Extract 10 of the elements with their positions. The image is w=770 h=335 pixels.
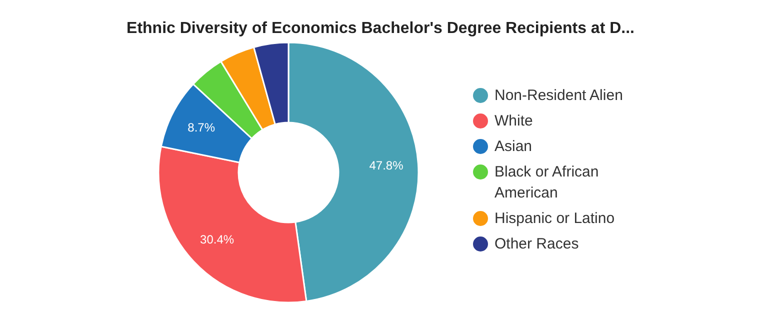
chart-title: Ethnic Diversity of Economics Bachelor's Degree Recipients at D...	[126, 20, 634, 37]
legend-label: Black or African American	[494, 164, 599, 202]
legend-label: Other Races	[494, 236, 579, 252]
legend-label: Hispanic or Latino	[494, 210, 615, 227]
data-label: 8.7%	[188, 120, 216, 135]
data-label: 47.8%	[369, 158, 404, 173]
legend-label: Non-Resident Alien	[494, 87, 623, 104]
data-label: 30.4%	[200, 232, 234, 247]
legend-label: White	[494, 112, 533, 130]
legend-label: Asian	[494, 138, 532, 155]
